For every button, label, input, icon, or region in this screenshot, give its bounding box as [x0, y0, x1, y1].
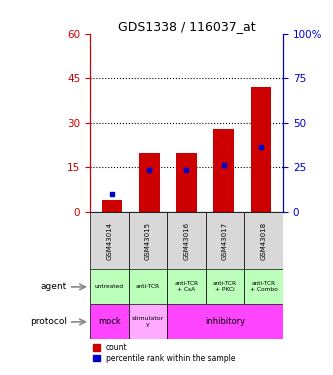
Bar — [167, 304, 283, 339]
Bar — [129, 212, 167, 269]
Bar — [167, 269, 206, 304]
Bar — [129, 269, 167, 304]
Bar — [244, 212, 283, 269]
Text: GSM43018: GSM43018 — [261, 222, 267, 260]
Text: GSM43014: GSM43014 — [106, 222, 112, 260]
Text: anti-TCR
+ CsA: anti-TCR + CsA — [174, 282, 198, 292]
Text: anti-TCR
+ PKCi: anti-TCR + PKCi — [213, 282, 237, 292]
Legend: count, percentile rank within the sample: count, percentile rank within the sample — [90, 340, 238, 366]
Bar — [167, 212, 206, 269]
Bar — [90, 269, 129, 304]
Bar — [206, 269, 244, 304]
Text: GSM43016: GSM43016 — [183, 222, 189, 260]
Bar — [129, 304, 167, 339]
Bar — [244, 269, 283, 304]
Text: anti-TCR: anti-TCR — [136, 284, 160, 290]
Text: protocol: protocol — [30, 317, 67, 326]
Bar — [213, 129, 234, 212]
Bar — [102, 200, 123, 212]
Text: agent: agent — [41, 282, 67, 291]
Text: anti-TCR
+ Combo: anti-TCR + Combo — [250, 282, 278, 292]
Bar — [206, 212, 244, 269]
Bar — [250, 87, 271, 212]
Bar — [139, 153, 160, 212]
Text: mock: mock — [98, 317, 121, 326]
Text: GSM43017: GSM43017 — [222, 222, 228, 260]
Bar — [176, 153, 197, 212]
Bar — [90, 304, 129, 339]
Title: GDS1338 / 116037_at: GDS1338 / 116037_at — [118, 20, 255, 33]
Text: GSM43015: GSM43015 — [145, 222, 151, 260]
Text: inhibitory: inhibitory — [205, 317, 245, 326]
Text: untreated: untreated — [95, 284, 124, 290]
Text: stimulator
y: stimulator y — [132, 316, 164, 327]
Bar — [90, 212, 129, 269]
